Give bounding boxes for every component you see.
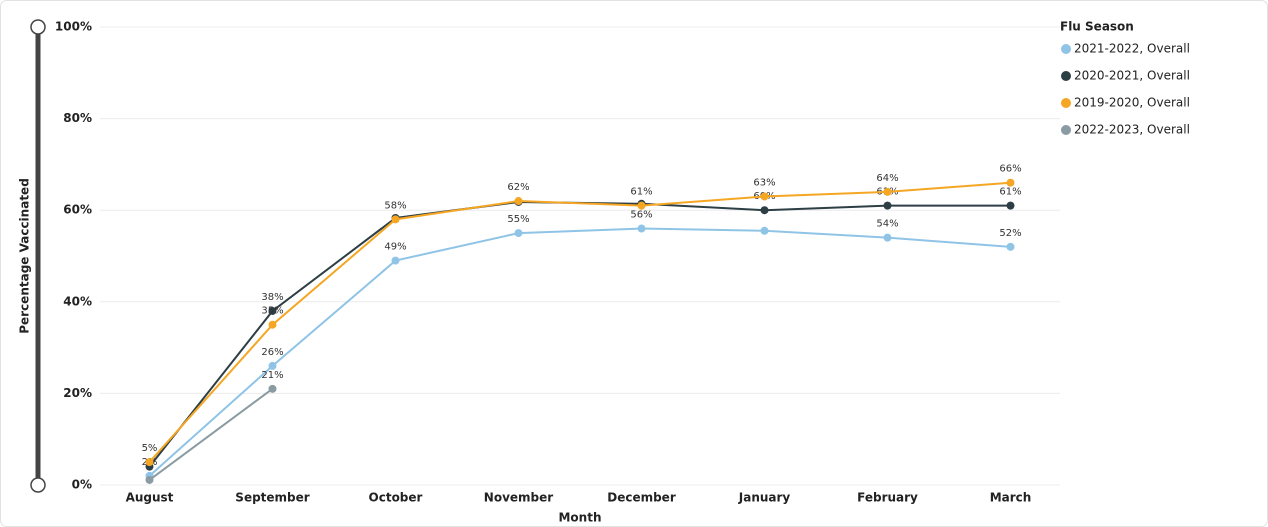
data-label: 62% bbox=[507, 182, 529, 193]
legend-title: Flu Season bbox=[1060, 20, 1134, 34]
x-tick-label: October bbox=[369, 491, 423, 505]
y-axis-title: Percentage Vaccinated bbox=[18, 178, 32, 334]
data-point bbox=[514, 229, 523, 238]
x-axis-title: Month bbox=[558, 511, 601, 525]
data-point bbox=[1006, 242, 1015, 251]
legend-label: 2022-2023, Overall bbox=[1074, 123, 1190, 137]
y-tick-label: 0% bbox=[72, 478, 92, 492]
data-label: 58% bbox=[384, 200, 406, 211]
data-label: 55% bbox=[507, 214, 529, 225]
data-label: 49% bbox=[384, 242, 406, 253]
legend-swatch bbox=[1061, 98, 1071, 108]
data-point bbox=[1006, 178, 1015, 187]
data-label: 56% bbox=[630, 210, 652, 221]
data-label: 64% bbox=[876, 173, 898, 184]
data-point bbox=[391, 256, 400, 265]
data-point bbox=[268, 361, 277, 370]
data-label: 35% bbox=[261, 306, 283, 317]
y-tick-label: 100% bbox=[55, 20, 92, 34]
data-label: 61% bbox=[999, 187, 1021, 198]
data-label: 21% bbox=[261, 370, 283, 381]
y-tick-label: 20% bbox=[63, 386, 92, 400]
data-point bbox=[760, 192, 769, 201]
y-tick-label: 40% bbox=[63, 294, 92, 308]
data-label: 52% bbox=[999, 228, 1021, 239]
x-tick-label: February bbox=[857, 491, 918, 505]
series-line bbox=[148, 227, 1011, 477]
data-label: 26% bbox=[261, 347, 283, 358]
legend-swatch bbox=[1061, 44, 1071, 54]
x-tick-label: March bbox=[990, 491, 1032, 505]
data-point bbox=[637, 224, 646, 233]
data-point bbox=[391, 215, 400, 224]
x-tick-label: November bbox=[484, 491, 553, 505]
data-point bbox=[268, 320, 277, 329]
data-point bbox=[514, 197, 523, 206]
data-label: 66% bbox=[999, 164, 1021, 175]
data-point bbox=[637, 201, 646, 210]
legend-label: 2019-2020, Overall bbox=[1074, 96, 1190, 110]
data-label: 5% bbox=[142, 443, 158, 454]
legend-swatch bbox=[1061, 125, 1071, 135]
y-tick-label: 60% bbox=[63, 203, 92, 217]
data-point bbox=[268, 384, 277, 393]
data-point bbox=[1006, 201, 1015, 210]
data-label: 63% bbox=[753, 177, 775, 188]
legend-swatch bbox=[1061, 71, 1071, 81]
data-label: 54% bbox=[876, 219, 898, 230]
series-line bbox=[148, 181, 1011, 463]
data-point bbox=[760, 226, 769, 235]
x-tick-label: September bbox=[235, 491, 309, 505]
y-tick-label: 80% bbox=[63, 111, 92, 125]
data-point bbox=[145, 458, 154, 467]
data-point bbox=[883, 187, 892, 196]
slider-handle[interactable] bbox=[30, 477, 46, 493]
slider-handle[interactable] bbox=[30, 19, 46, 35]
data-point bbox=[883, 201, 892, 210]
x-tick-label: December bbox=[607, 491, 676, 505]
legend-label: 2021-2022, Overall bbox=[1074, 42, 1190, 56]
data-label: 38% bbox=[261, 292, 283, 303]
data-point bbox=[268, 306, 277, 315]
data-point bbox=[760, 206, 769, 215]
data-point bbox=[145, 475, 154, 484]
data-point bbox=[883, 233, 892, 242]
x-tick-label: January bbox=[738, 491, 791, 505]
legend-label: 2020-2021, Overall bbox=[1074, 69, 1190, 83]
data-label: 61% bbox=[630, 187, 652, 198]
x-tick-label: August bbox=[126, 491, 174, 505]
series-line bbox=[148, 388, 274, 481]
